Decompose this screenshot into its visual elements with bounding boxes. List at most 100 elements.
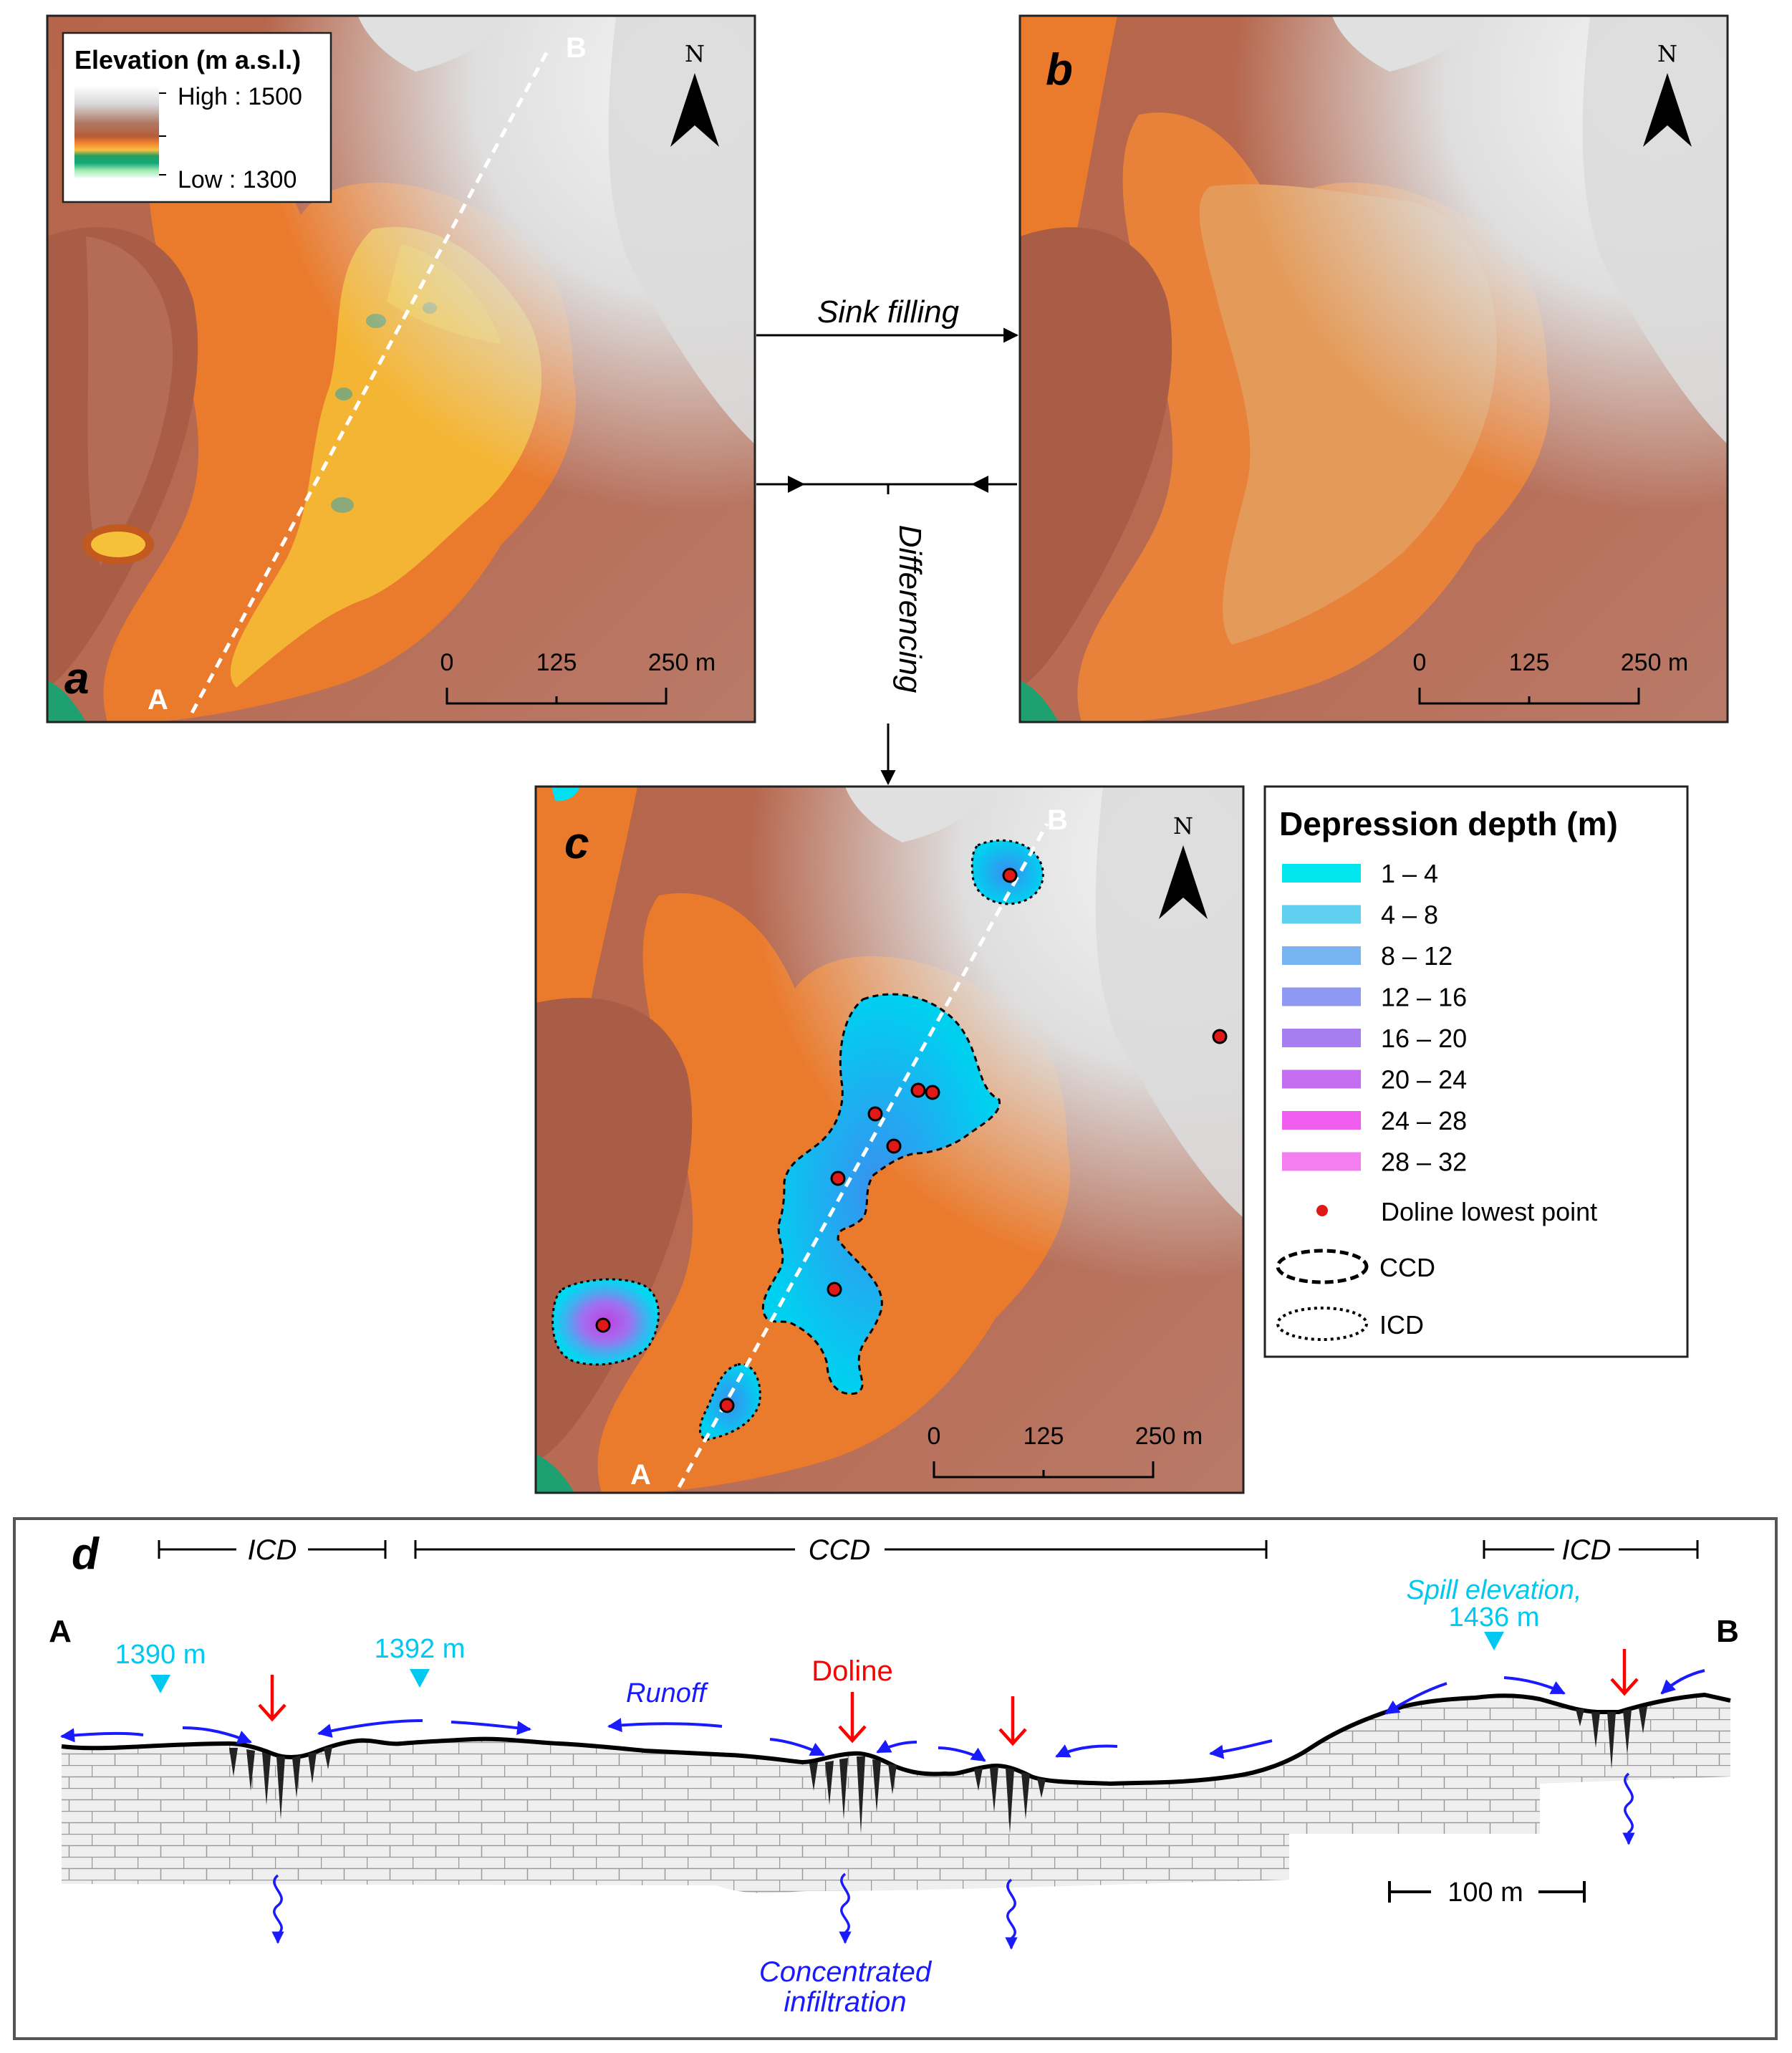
depth-legend-title: Depression depth (m): [1279, 805, 1618, 842]
spill-1436-label: 1436 m: [1449, 1602, 1540, 1633]
depth-class-label: 28 – 32: [1381, 1148, 1467, 1177]
north-arrow-icon: [1643, 73, 1692, 147]
panel-c-scale-bar: 0 125 250 m: [928, 1423, 1203, 1479]
spill-marker-icon: [410, 1669, 430, 1688]
elevation-legend-low: Low : 1300: [178, 166, 297, 193]
panel-c-scale-125: 125: [1023, 1423, 1064, 1450]
depth-class-label: 12 – 16: [1381, 983, 1467, 1012]
section-end-a: A: [49, 1614, 72, 1649]
panel-b-scale-125: 125: [1509, 649, 1550, 676]
panel-b-frame: [1018, 14, 1729, 723]
arrowhead-icon: [971, 476, 988, 493]
ccd-label: CCD: [809, 1534, 871, 1566]
panel-d-cross-section: d ICD CCD ICD A B: [13, 1517, 1778, 2040]
north-arrow-icon: [1159, 845, 1208, 919]
panel-a-point-a: A: [148, 684, 168, 716]
runoff-arrows: [60, 1669, 1705, 1762]
panel-b-scale-250: 250 m: [1621, 649, 1689, 676]
panel-c-letter: c: [564, 819, 589, 868]
depth-class-swatch: [1282, 1069, 1361, 1089]
doline-point: [1002, 867, 1018, 883]
elevation-legend-title: Elevation (m a.s.l.): [74, 45, 301, 74]
panel-a-letter: a: [64, 654, 89, 703]
depth-class-label: 4 – 8: [1381, 900, 1438, 930]
elevation-color-ramp: [74, 86, 159, 178]
depth-class-list: 1 – 4 4 – 8 8 – 12 12 – 16 16 – 20 20 – 24 24 …: [1282, 859, 1467, 1177]
doline-point: [886, 1138, 902, 1154]
profile-line-c: [677, 822, 1049, 1489]
depth-class-label: 16 – 20: [1381, 1024, 1467, 1053]
panel-a-scale-bar: 0 125 250 m: [440, 649, 716, 705]
spill-marker-icon: [1484, 1632, 1504, 1650]
depth-class-label: 1 – 4: [1381, 859, 1438, 888]
infiltration-label-line1: Concentrated: [759, 1956, 933, 1988]
doline-label: Doline: [811, 1655, 892, 1687]
depth-class-label: 24 – 28: [1381, 1106, 1467, 1135]
runoff-label: Runoff: [626, 1678, 708, 1708]
panel-c-north-label: N: [1173, 812, 1193, 840]
panel-c-point-b: B: [1047, 804, 1068, 836]
section-end-b: B: [1716, 1614, 1739, 1649]
icd-right-label: ICD: [1562, 1534, 1612, 1566]
doline-point-legend-icon: [1316, 1205, 1328, 1216]
doline-markers: [258, 1649, 1639, 1746]
doline-arrow-icon: [1610, 1649, 1639, 1696]
profile-line-a: [190, 49, 550, 714]
sink-filling-label: Sink filling: [817, 294, 960, 330]
panel-b-filled-dem-map: [1020, 16, 1728, 722]
doline-point: [827, 1282, 842, 1297]
panel-a-scale-125: 125: [536, 649, 577, 676]
depth-class-label: 20 – 24: [1381, 1065, 1467, 1095]
panel-b-scale-bar: 0 125 250 m: [1413, 649, 1689, 705]
ccd-legend-label: CCD: [1379, 1253, 1435, 1282]
karst-fissures: [229, 1706, 1647, 1834]
doline-arrow-icon: [838, 1692, 867, 1744]
panel-d-scale-label: 100 m: [1447, 1877, 1523, 1908]
spill-elevation-label: Spill elevation,: [1406, 1575, 1581, 1605]
panel-b-scale-0: 0: [1413, 649, 1427, 676]
depth-class-swatch: [1282, 946, 1361, 965]
ccd-outline: [761, 993, 1001, 1395]
panel-c-frame: [534, 785, 1245, 1494]
depression-depth-legend: Depression depth (m) 1 – 4 4 – 8 8 – 12 12 …: [1263, 785, 1689, 1358]
spill-marker-icon: [150, 1675, 170, 1693]
depth-class-swatch: [1282, 864, 1361, 883]
limestone-bedrock: [62, 1695, 1730, 1893]
panel-c-point-a: A: [630, 1459, 651, 1491]
panel-a-north-arrow: N: [670, 40, 719, 147]
icd-left-label: ICD: [248, 1534, 297, 1566]
depth-class-label: 8 – 12: [1381, 941, 1453, 971]
north-arrow-icon: [670, 73, 719, 147]
doline-point: [1212, 1029, 1228, 1044]
depth-class-swatch: [1282, 1029, 1361, 1047]
differencing-label: Differencing: [892, 525, 928, 693]
elevation-legend: Elevation (m a.s.l.) High : 1500 Low : 1…: [62, 32, 332, 203]
panel-a-scale-250: 250 m: [648, 649, 716, 676]
spill-markers: [150, 1632, 1504, 1693]
depth-class-swatch: [1282, 905, 1361, 924]
infiltration-arrows: [271, 1772, 1635, 1950]
doline-point: [719, 1398, 735, 1413]
doline-point: [830, 1170, 846, 1186]
panel-d-letter: d: [72, 1529, 100, 1579]
doline-points: [595, 867, 1228, 1413]
doline-point: [910, 1082, 926, 1098]
icd-legend-label: ICD: [1379, 1310, 1424, 1340]
doline-arrow-icon: [258, 1675, 286, 1722]
infiltration-label-line2: infiltration: [784, 1986, 906, 2018]
doline-point-legend-label: Doline lowest point: [1381, 1197, 1597, 1226]
panel-a-dem-map: [47, 16, 755, 722]
doline-point: [867, 1106, 883, 1122]
depth-class-swatch: [1282, 987, 1361, 1006]
doline-arrow-icon: [998, 1696, 1027, 1746]
ccd-legend-icon: [1276, 1249, 1369, 1284]
panel-a-scale-0: 0: [440, 649, 454, 676]
panel-c-scale-0: 0: [928, 1423, 941, 1450]
spill-1390-label: 1390 m: [115, 1640, 206, 1670]
depth-class-swatch: [1282, 1111, 1361, 1130]
depth-class-swatch: [1282, 1152, 1361, 1171]
spill-1392-label: 1392 m: [375, 1634, 466, 1664]
panel-a-point-b: B: [566, 32, 587, 64]
workflow-arrows: Sink filling Differencing: [756, 294, 1019, 786]
